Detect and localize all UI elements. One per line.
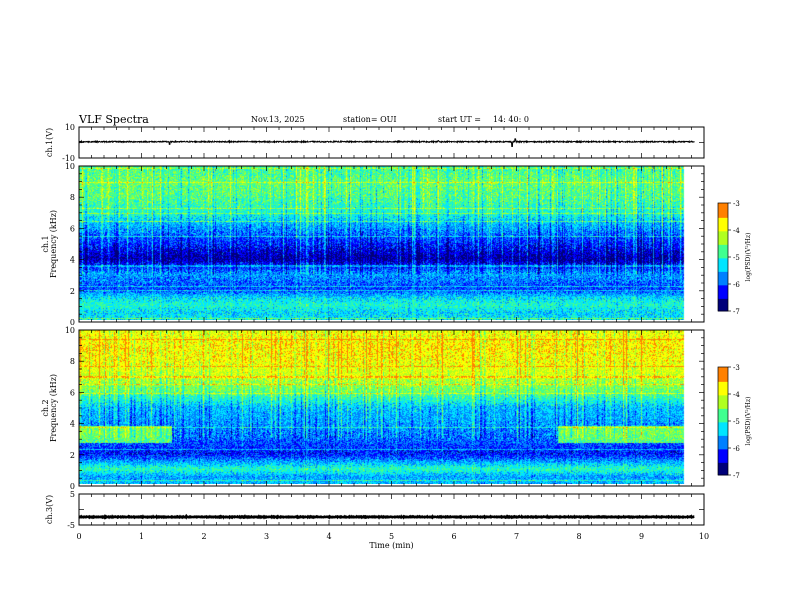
ytick-label-ch2-spectrogram: 4 — [70, 420, 75, 429]
colorbar-tick-label: -4 — [733, 227, 740, 235]
panel-frame-ch1-spectrogram — [78, 165, 705, 323]
ylabel-ch1-spectrogram: ch.1 — [41, 235, 50, 252]
ytick-label-ch2-spectrogram: 2 — [70, 451, 75, 460]
ytick-label-ch2-spectrogram: 6 — [70, 388, 75, 397]
colorbar-tick-label: -4 — [733, 391, 740, 399]
ylabel-ch1-waveform: ch.1(V) — [45, 128, 54, 157]
date-label: Nov.13, 2025 — [251, 115, 305, 124]
colorbar-tick-label: -3 — [733, 364, 740, 372]
ch1-spectrogram-heatmap — [79, 166, 693, 320]
colorbar-tick-label: -5 — [733, 418, 740, 426]
xtick-label: 4 — [326, 532, 331, 541]
xtick-label: 6 — [451, 532, 456, 541]
ylabel-ch1-spectrogram: Frequency (kHz) — [49, 210, 58, 278]
colorbar-tick-label: -6 — [733, 445, 740, 453]
colorbar-tick-label: -3 — [733, 200, 740, 208]
colorbar-tick-label: -7 — [733, 308, 740, 316]
start-ut-label: start UT = — [438, 115, 481, 124]
station-label: station= OUI — [343, 115, 397, 124]
xaxis-label: Time (min) — [369, 541, 413, 550]
ytick-label-ch3-waveform: -5 — [67, 521, 75, 530]
xtick-label: 1 — [139, 532, 144, 541]
ytick-label-ch2-spectrogram: 8 — [70, 357, 75, 366]
chart-title: VLF Spectra — [79, 113, 149, 126]
ch2-spectrogram-heatmap — [79, 330, 693, 484]
ch3-waveform-line — [78, 513, 695, 520]
ytick-label-ch1-spectrogram: 10 — [65, 162, 75, 171]
ylabel-ch3-waveform: ch.3(V) — [45, 495, 54, 524]
ch1-waveform-line — [78, 138, 695, 147]
colorbar-label: log(PSD)(V²/Hz) — [745, 233, 752, 282]
xtick-label: 3 — [264, 532, 269, 541]
panel-frame-ch2-spectrogram — [78, 329, 705, 487]
ytick-label-ch1-spectrogram: 2 — [70, 287, 75, 296]
xtick-label: 5 — [389, 532, 394, 541]
xtick-label: 7 — [514, 532, 519, 541]
ytick-label-ch3-waveform: 5 — [70, 490, 75, 499]
ylabel-ch2-spectrogram: Frequency (kHz) — [49, 374, 58, 442]
ytick-label-ch2-spectrogram: 0 — [70, 482, 75, 491]
ytick-label-ch1-spectrogram: 0 — [70, 318, 75, 327]
colorbar-tick-label: -5 — [733, 254, 740, 262]
xtick-label: 9 — [639, 532, 644, 541]
ytick-label-ch1-waveform: 10 — [65, 123, 75, 132]
xtick-label: 0 — [76, 532, 81, 541]
ytick-label-ch1-spectrogram: 8 — [70, 193, 75, 202]
colorbar-tick-label: -7 — [733, 472, 740, 480]
ytick-label-ch1-spectrogram: 6 — [70, 224, 75, 233]
start-time-value: 14: 40: 0 — [493, 115, 529, 124]
xtick-label: 8 — [576, 532, 581, 541]
colorbar-label: log(PSD)(V²/Hz) — [745, 397, 752, 446]
ytick-label-ch1-waveform: -10 — [62, 154, 75, 163]
xtick-label: 2 — [201, 532, 206, 541]
ylabel-ch2-spectrogram: ch.2 — [41, 399, 50, 416]
colorbar-tick-label: -6 — [733, 281, 740, 289]
xtick-label: 10 — [699, 532, 709, 541]
ytick-label-ch1-spectrogram: 4 — [70, 256, 75, 265]
ytick-label-ch2-spectrogram: 10 — [65, 326, 75, 335]
